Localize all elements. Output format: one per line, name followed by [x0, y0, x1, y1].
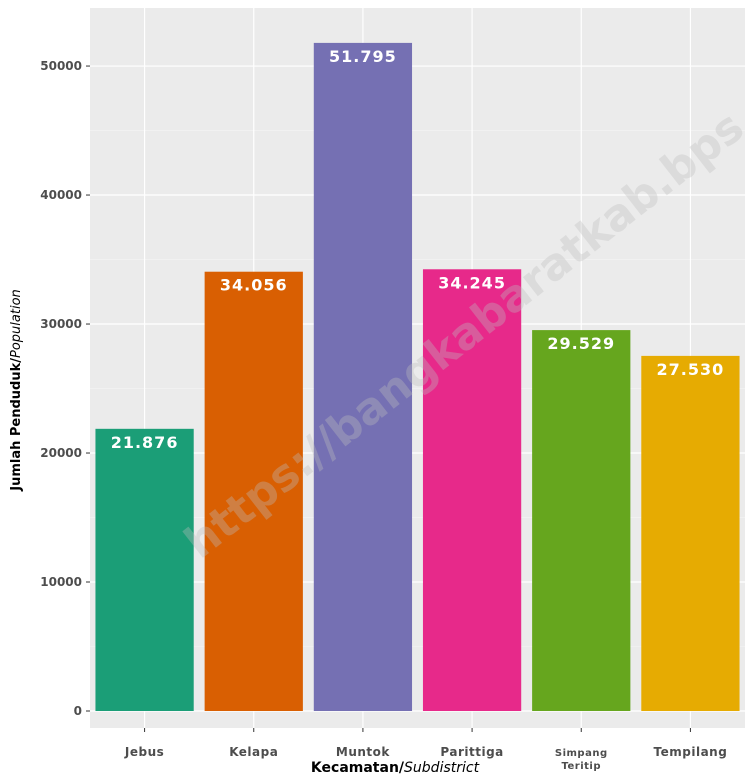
data-label: 21.876 [111, 433, 179, 452]
plot-panel [90, 8, 745, 728]
bar-jebus [95, 428, 194, 711]
data-label: 51.795 [329, 47, 397, 66]
bar-parittiga [422, 269, 522, 711]
y-axis-title: Jumlah Penduduk/Population [9, 289, 24, 492]
y-axis-title-italic: Population [9, 289, 24, 358]
x-axis-title: Kecamatan/Subdistrict [311, 760, 480, 776]
bar-simpang-teritip [532, 330, 631, 711]
x-tick-label: Jebus [124, 745, 164, 759]
x-axis-title-main: Kecamatan/ [311, 760, 405, 776]
y-tick-label: 20000 [40, 446, 82, 460]
x-axis-ticks: Jebus Kelapa Muntok Parittiga Simpang Teritip… [124, 728, 727, 772]
data-label: 27.530 [657, 360, 725, 379]
data-label: 29.529 [547, 334, 615, 353]
bar-tempilang [641, 355, 740, 711]
x-tick-label: Tempilang [654, 745, 728, 759]
y-tick-label: 50000 [40, 59, 82, 73]
bar-kelapa [204, 271, 303, 711]
y-tick-label: 40000 [40, 188, 82, 202]
y-axis-ticks: 0 10000 20000 30000 40000 50000 [40, 59, 90, 718]
y-tick-label: 30000 [40, 317, 82, 331]
x-axis-title-italic: Subdistrict [404, 760, 480, 776]
x-tick-label: Simpang Teritip [555, 748, 608, 772]
x-tick-label: Parittiga [440, 745, 503, 759]
y-tick-label: 0 [74, 704, 82, 718]
data-labels: 21.876 34.056 51.795 34.245 29.529 27.530 [111, 47, 725, 452]
bar-muntok [313, 42, 413, 711]
bars [95, 42, 740, 711]
y-axis-title-main: Jumlah Penduduk/ [9, 358, 24, 492]
data-label: 34.056 [220, 276, 288, 295]
y-tick-label: 10000 [40, 575, 82, 589]
x-tick-label: Muntok [336, 745, 391, 759]
x-tick-label: Kelapa [229, 745, 278, 759]
data-label: 34.245 [438, 273, 506, 292]
